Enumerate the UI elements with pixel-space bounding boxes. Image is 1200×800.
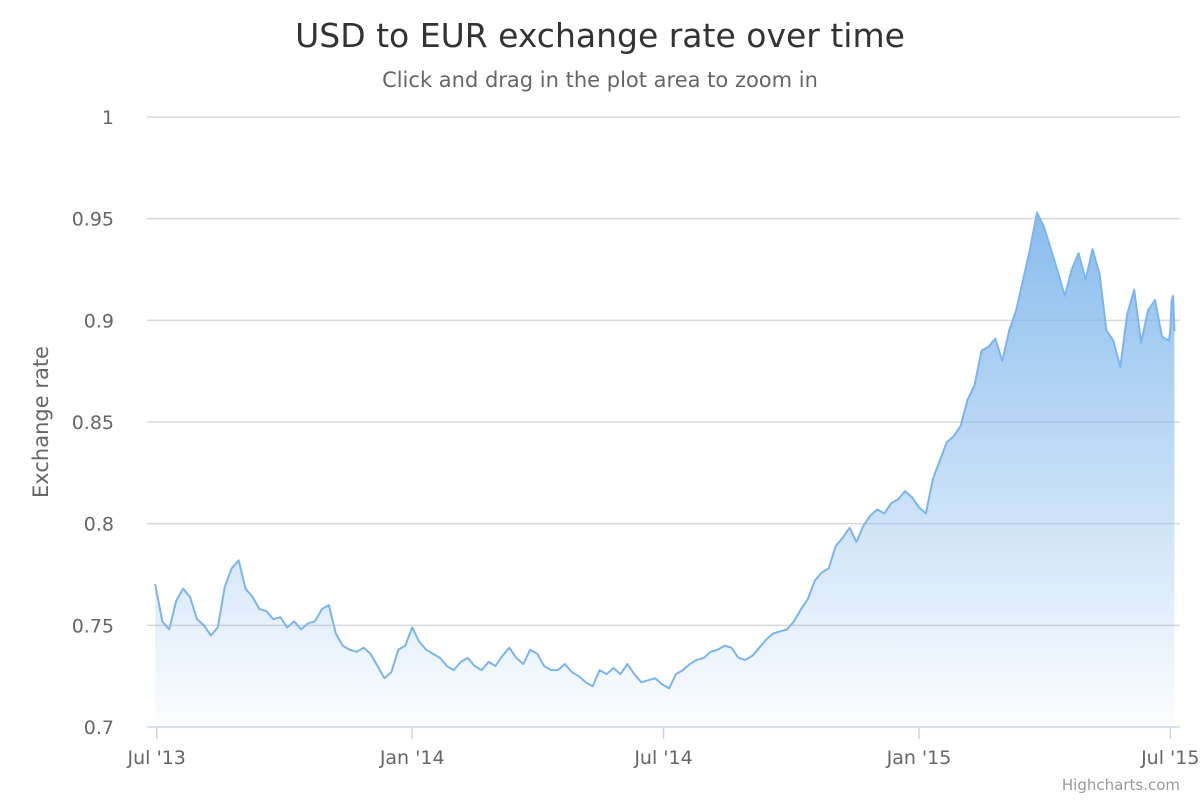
series-area-fill	[155, 212, 1175, 728]
plot-area[interactable]	[154, 211, 1176, 728]
y-tick-label: 0.7	[84, 717, 114, 739]
x-tick-label: Jan '15	[886, 747, 952, 769]
x-tick-label: Jul '13	[127, 747, 186, 769]
series-line[interactable]	[154, 211, 1176, 690]
x-tick-label: Jul '15	[1140, 747, 1199, 769]
y-axis-label: Exchange rate	[29, 346, 53, 498]
x-axis-ticks: Jul '13 Jan '14 Jul '14 Jan '15 Jul '15	[127, 727, 1199, 769]
y-tick-label: 0.8	[84, 514, 114, 536]
chart-title: USD to EUR exchange rate over time	[295, 16, 905, 55]
y-tick-label: 0.95	[72, 209, 114, 231]
y-tick-label: 0.9	[84, 310, 114, 332]
y-axis-ticks: 0.7 0.75 0.8 0.85 0.9 0.95 1	[72, 107, 114, 739]
y-tick-label: 0.75	[72, 615, 114, 637]
y-tick-label: 1	[102, 107, 114, 129]
y-tick-label: 0.85	[72, 412, 114, 434]
x-tick-label: Jan '14	[379, 747, 445, 769]
x-tick-label: Jul '14	[633, 747, 692, 769]
credits-link[interactable]: Highcharts.com	[1062, 776, 1180, 794]
chart-subtitle: Click and drag in the plot area to zoom …	[382, 68, 818, 92]
